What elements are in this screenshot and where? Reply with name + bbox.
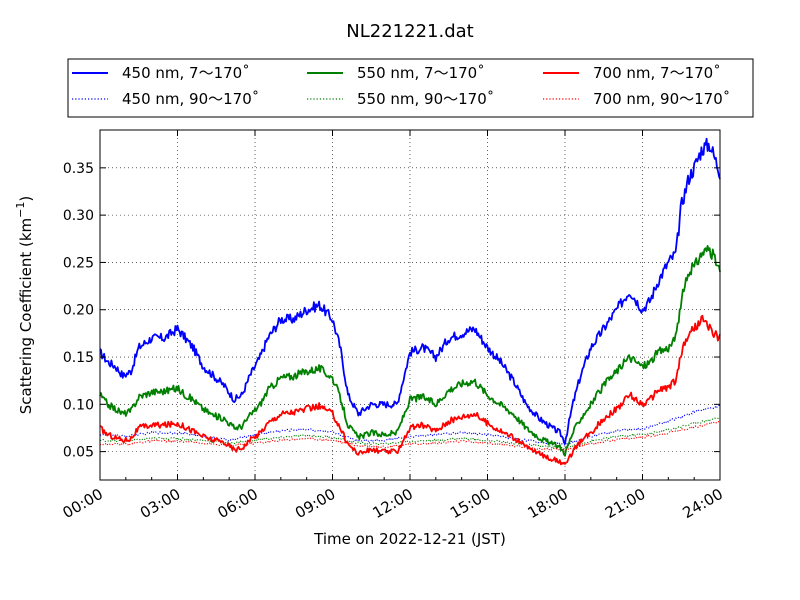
- y-tick-label: 0.25: [63, 255, 94, 271]
- x-tick-label: 12:00: [370, 485, 416, 522]
- legend-label: 700 nm, 7～170˚: [593, 64, 721, 82]
- x-tick-label: 15:00: [447, 485, 493, 522]
- series-line: [99, 416, 721, 450]
- y-axis-label: Scattering Coefficient (km−1): [14, 196, 35, 415]
- series-line: [100, 314, 721, 466]
- y-axis: 0.05 0.10 0.15 0.20 0.25 0.30 0.35: [63, 161, 720, 461]
- x-tick-label: 06:00: [215, 485, 261, 522]
- series-line: [99, 137, 721, 445]
- x-tick-label: 18:00: [525, 485, 571, 522]
- y-tick-label: 0.20: [63, 303, 94, 319]
- series-layer: [99, 137, 721, 466]
- y-tick-label: 0.05: [63, 445, 94, 461]
- legend-label: 550 nm, 90～170˚: [357, 90, 494, 108]
- legend: 450 nm, 7～170˚ 450 nm, 90～170˚ 550 nm, 7～1…: [67, 58, 754, 118]
- legend-label: 450 nm, 90～170˚: [122, 90, 259, 108]
- y-tick-label: 0.30: [63, 208, 94, 224]
- legend-label: 450 nm, 7～170˚: [122, 64, 250, 82]
- y-tick-label: 0.15: [63, 350, 94, 366]
- x-tick-label: 00:00: [60, 485, 106, 522]
- y-axis-label-end: ): [17, 196, 35, 202]
- legend-label: 700 nm, 90～170˚: [593, 90, 730, 108]
- x-tick-label: 24:00: [680, 485, 726, 522]
- chart-title: NL221221.dat: [346, 21, 473, 42]
- y-tick-label: 0.10: [63, 397, 94, 413]
- x-axis: 00:00 03:00 06:00 09:00 12:00 15:00 18:00 21:00…: [60, 130, 726, 522]
- y-axis-label-exponent: −1: [14, 202, 27, 218]
- x-axis-label: Time on 2022-12-21 (JST): [313, 530, 506, 548]
- x-tick-label: 21:00: [602, 485, 648, 522]
- legend-box: [67, 58, 754, 118]
- grid: [100, 130, 720, 480]
- x-tick-label: 09:00: [292, 485, 338, 522]
- x-tick-label: 03:00: [137, 485, 183, 522]
- series-line: [99, 420, 721, 452]
- series-line: [99, 244, 721, 457]
- y-tick-label: 0.35: [63, 161, 94, 177]
- legend-label: 550 nm, 7～170˚: [357, 64, 485, 82]
- y-axis-label-main: Scattering Coefficient (km: [17, 218, 35, 414]
